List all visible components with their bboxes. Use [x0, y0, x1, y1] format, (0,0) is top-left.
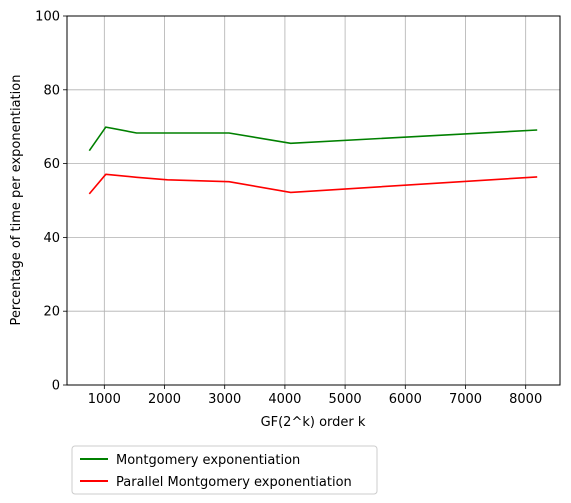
legend-box: [71, 445, 378, 495]
x-tick-label: 6000: [389, 392, 422, 407]
ticks: 1000 2000 3000 4000 5000 6000 7000 8000 0 20 40 60 8…: [35, 10, 542, 408]
legend: Montgomery exponentiation Parallel Montg…: [71, 445, 378, 495]
plot-frame: [66, 15, 561, 386]
x-tick-label: 7000: [449, 392, 482, 407]
x-tick-label: 8000: [509, 392, 542, 407]
series-line-0: [88, 126, 538, 152]
series-line-1: [88, 173, 538, 195]
y-tick-label: 60: [43, 157, 60, 172]
y-tick-label: 100: [35, 10, 60, 25]
x-tick-label: 5000: [329, 392, 362, 407]
x-tick-label: 2000: [148, 392, 181, 407]
legend-label-montgomery: Montgomery exponentiation: [116, 453, 300, 468]
y-tick-label: 20: [43, 305, 60, 320]
grid: [67, 15, 560, 386]
x-tick-label: 4000: [268, 392, 301, 407]
x-tick-label: 3000: [208, 392, 241, 407]
y-tick-label: 80: [43, 83, 60, 98]
x-tick-label: 1000: [88, 392, 121, 407]
x-axis-label: GF(2^k) order k: [261, 415, 366, 430]
y-axis-label: Percentage of time per exponentiation: [9, 75, 24, 326]
legend-label-parallel-montgomery: Parallel Montgomery exponentiation: [116, 475, 352, 490]
y-tick-label: 0: [52, 379, 60, 394]
series-layer: [88, 126, 538, 195]
y-tick-label: 40: [43, 231, 60, 246]
